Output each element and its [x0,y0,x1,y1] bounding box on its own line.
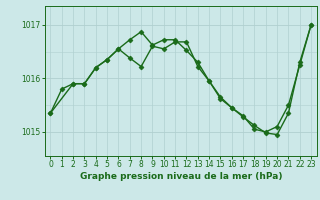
X-axis label: Graphe pression niveau de la mer (hPa): Graphe pression niveau de la mer (hPa) [80,172,282,181]
